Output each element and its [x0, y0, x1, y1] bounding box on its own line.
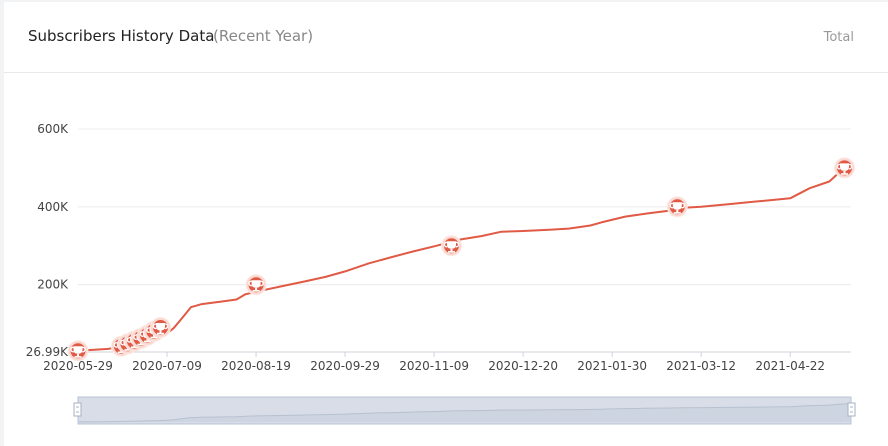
y-tick-label: 26.99K [26, 345, 69, 359]
zoom-mini-area [79, 403, 850, 422]
zoom-handle-right[interactable] [847, 402, 856, 417]
x-tick-label: 2021-03-12 [666, 359, 736, 373]
chart-subtitle: (Recent Year) [213, 27, 314, 45]
total-button[interactable]: Total [823, 30, 854, 45]
x-tick-label: 2021-01-30 [577, 359, 647, 373]
milestone-trophy-icon[interactable] [150, 317, 171, 338]
y-tick-label: 600K [37, 122, 69, 136]
milestone-trophy-icon[interactable] [834, 157, 855, 179]
zoom-handle-left[interactable] [73, 402, 82, 417]
x-tick-label: 2020-07-09 [132, 359, 202, 373]
milestone-trophy-icon[interactable] [245, 274, 267, 296]
x-tick-label: 2020-08-19 [221, 359, 291, 373]
chart-card: Subscribers History Data (Recent Year) T… [4, 2, 888, 446]
x-tick-label: 2020-05-29 [43, 359, 113, 373]
x-tick-label: 2021-04-22 [755, 359, 825, 373]
x-tick-label: 2020-12-20 [488, 359, 558, 373]
milestone-trophy-icon[interactable] [666, 196, 688, 218]
x-tick-label: 2020-11-09 [399, 359, 469, 373]
chart-title: Subscribers History Data [28, 27, 215, 45]
milestone-trophy-icon[interactable] [67, 340, 89, 362]
milestone-trophy-icon[interactable] [441, 235, 462, 257]
y-tick-label: 400K [37, 200, 69, 214]
zoom-slider[interactable] [73, 396, 856, 425]
y-tick-label: 200K [37, 278, 69, 292]
card-header: Subscribers History Data (Recent Year) T… [4, 2, 888, 73]
series-line [77, 166, 852, 352]
x-tick-label: 2020-09-29 [310, 359, 380, 373]
